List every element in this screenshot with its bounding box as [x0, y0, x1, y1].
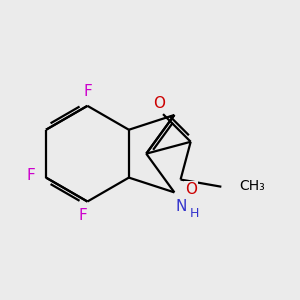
Text: O: O	[185, 182, 197, 197]
Text: H: H	[190, 207, 199, 220]
Text: F: F	[79, 208, 87, 223]
Text: F: F	[26, 168, 35, 183]
Text: O: O	[153, 96, 165, 111]
Text: F: F	[83, 84, 92, 99]
Text: CH₃: CH₃	[239, 179, 265, 193]
Text: N: N	[175, 199, 187, 214]
